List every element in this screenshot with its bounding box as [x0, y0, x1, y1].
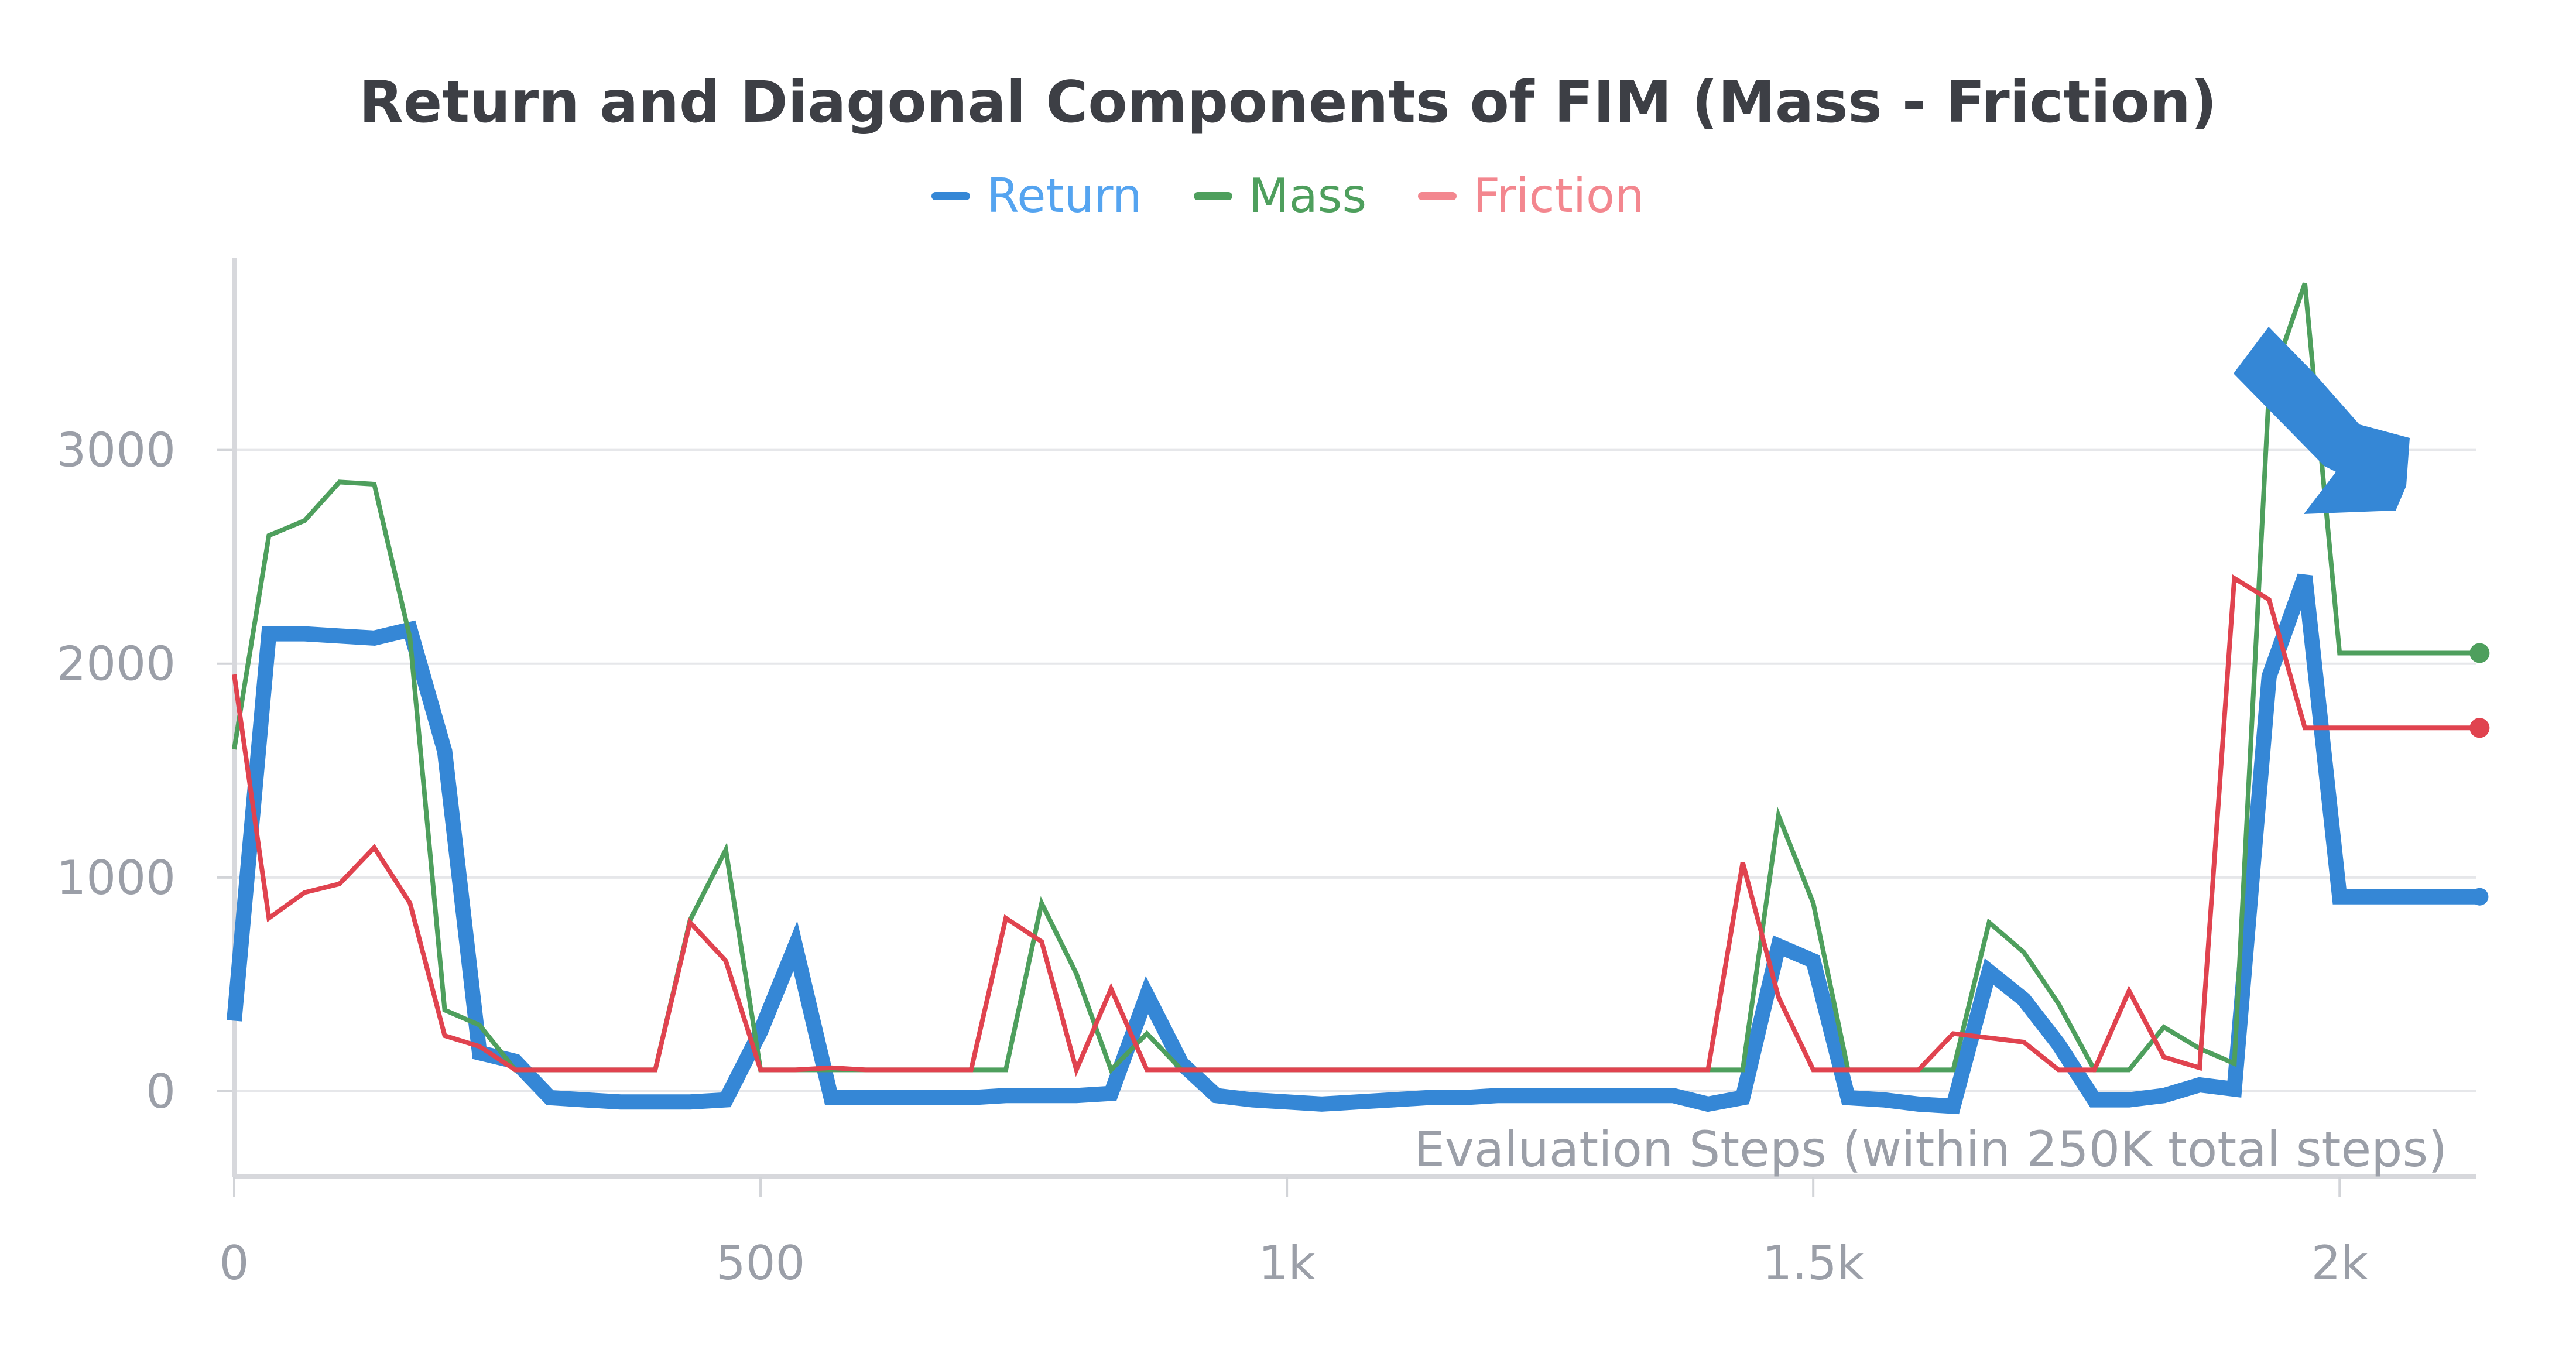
legend-label-return: Return [986, 169, 1142, 223]
x-axis-label: Evaluation Steps (within 250K total step… [1414, 1121, 2447, 1178]
arrow-annotation [2234, 327, 2410, 514]
series-line-mass [232, 282, 2480, 1074]
y-tick-label: 3000 [56, 423, 176, 478]
legend-item-mass[interactable]: Mass [1193, 169, 1367, 223]
x-tick-label: 500 [716, 1236, 806, 1290]
series-endpoint-return [2471, 888, 2489, 906]
y-tick-label: 2000 [56, 637, 176, 691]
gridlines [234, 448, 2476, 1092]
series-line-return [227, 573, 2480, 1115]
legend-label-mass: Mass [1248, 169, 1367, 223]
legend-item-friction[interactable]: Friction [1418, 169, 1645, 223]
x-tick-label: 2k [2311, 1236, 2369, 1290]
series-line-friction [232, 574, 2480, 1077]
y-tick-label: 0 [146, 1064, 176, 1119]
series-lines [227, 282, 2490, 1115]
series-endpoint-friction [2469, 718, 2490, 738]
x-tick-label: 0 [220, 1236, 249, 1290]
legend-label-friction: Friction [1473, 169, 1645, 223]
legend-item-return[interactable]: Return [931, 169, 1142, 223]
series-endpoint-mass [2469, 643, 2490, 663]
chart-legend: Return Mass Friction [0, 169, 2576, 223]
legend-swatch-return [931, 191, 971, 200]
chart-title: Return and Diagonal Components of FIM (M… [359, 69, 2217, 136]
y-tick-label: 1000 [56, 851, 176, 905]
axes: 0 1000 2000 3000 0 500 1k 1.5k 2k [56, 258, 2476, 1290]
legend-swatch-friction [1418, 191, 1457, 200]
legend-swatch-mass [1193, 191, 1232, 200]
x-tick-label: 1.5k [1762, 1236, 1864, 1290]
x-tick-label: 1k [1259, 1236, 1316, 1290]
annotation [2234, 327, 2410, 514]
